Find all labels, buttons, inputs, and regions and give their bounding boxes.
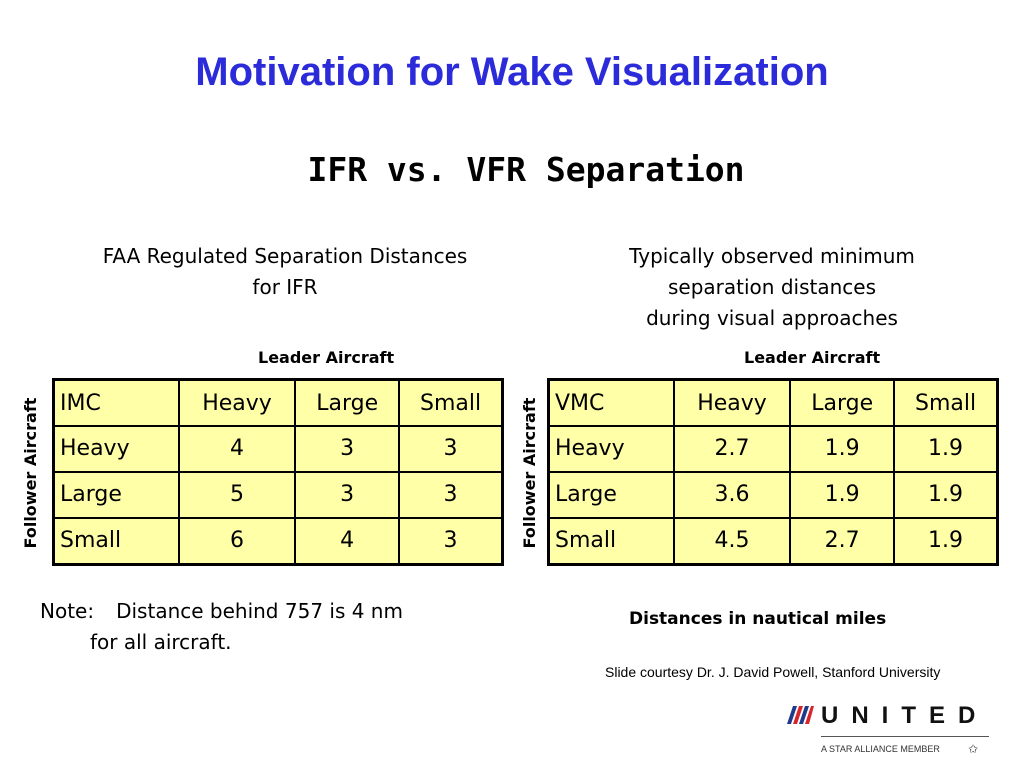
right-caption-line: Typically observed minimum — [629, 244, 915, 268]
table-cell: 3 — [294, 425, 401, 473]
table-cell: 5 — [177, 470, 297, 519]
column-header: Small — [398, 378, 504, 427]
table-cell: 4.5 — [672, 516, 792, 566]
table-cell: 1.9 — [789, 470, 896, 519]
row-header: Large — [52, 470, 180, 519]
logo-divider — [821, 736, 989, 737]
table-row: Heavy 2.7 1.9 1.9 — [547, 425, 999, 473]
note-line: for all aircraft. — [90, 630, 232, 654]
row-header: Large — [547, 470, 675, 519]
follower-aircraft-label-left: Follower Aircraft — [21, 397, 40, 549]
left-caption-line: for IFR — [252, 275, 318, 299]
column-header: Large — [789, 378, 896, 427]
slide-credit: Slide courtesy Dr. J. David Powell, Stan… — [605, 664, 941, 680]
right-caption: Typically observed minimum separation di… — [572, 241, 972, 334]
row-header: Small — [547, 516, 675, 566]
table-cell: 4 — [294, 516, 401, 566]
leader-aircraft-label-right: Leader Aircraft — [744, 348, 881, 367]
column-header: Heavy — [177, 378, 297, 427]
note-label: Note: — [40, 599, 95, 623]
star-alliance-icon: ✩ — [968, 742, 979, 756]
column-header: Heavy — [672, 378, 792, 427]
row-header: Heavy — [52, 425, 180, 473]
table-cell: 4 — [177, 425, 297, 473]
table-row: Small 4.5 2.7 1.9 — [547, 516, 999, 566]
table-header-row: IMC Heavy Large Small — [52, 378, 504, 427]
table-cell: 3 — [294, 470, 401, 519]
table-row: Small 6 4 3 — [52, 516, 504, 566]
table-cell: 2.7 — [789, 516, 896, 566]
slide-subtitle: IFR vs. VFR Separation — [307, 150, 745, 189]
table-cell: 3 — [398, 516, 504, 566]
united-tulip-logo-icon — [787, 706, 814, 724]
table-cell: 6 — [177, 516, 297, 566]
table-corner-cell: IMC — [52, 378, 180, 427]
note-line: Distance behind 757 is 4 nm — [116, 599, 403, 623]
slide-title: Motivation for Wake Visualization — [195, 50, 829, 94]
right-caption-line: separation distances — [668, 275, 876, 299]
left-caption: FAA Regulated Separation Distances for I… — [50, 241, 520, 303]
column-header: Small — [893, 378, 999, 427]
leader-aircraft-label-left: Leader Aircraft — [258, 348, 395, 367]
table-cell: 3 — [398, 470, 504, 519]
table-header-row: VMC Heavy Large Small — [547, 378, 999, 427]
units-label: Distances in nautical miles — [629, 609, 887, 629]
left-caption-line: FAA Regulated Separation Distances — [102, 244, 468, 268]
right-caption-line: during visual approaches — [646, 306, 898, 330]
united-logo: UNITED A STAR ALLIANCE MEMBER ✩ — [783, 702, 998, 762]
table-cell: 1.9 — [789, 425, 896, 473]
table-cell: 3 — [398, 425, 504, 473]
table-cell: 3.6 — [672, 470, 792, 519]
follower-aircraft-label-right: Follower Aircraft — [520, 397, 539, 549]
vfr-separation-table: VMC Heavy Large Small Heavy 2.7 1.9 1.9 … — [547, 378, 999, 566]
ifr-separation-table: IMC Heavy Large Small Heavy 4 3 3 Large … — [52, 378, 504, 566]
note: Note: Distance behind 757 is 4 nm for all… — [40, 596, 510, 658]
table-cell: 1.9 — [893, 470, 999, 519]
united-wordmark: UNITED — [821, 702, 989, 729]
table-row: Large 3.6 1.9 1.9 — [547, 470, 999, 519]
table-cell: 1.9 — [893, 516, 999, 566]
table-cell: 1.9 — [893, 425, 999, 473]
table-row: Large 5 3 3 — [52, 470, 504, 519]
star-alliance-tagline: A STAR ALLIANCE MEMBER — [821, 744, 940, 754]
column-header: Large — [294, 378, 401, 427]
table-cell: 2.7 — [672, 425, 792, 473]
row-header: Heavy — [547, 425, 675, 473]
table-corner-cell: VMC — [547, 378, 675, 427]
row-header: Small — [52, 516, 180, 566]
table-row: Heavy 4 3 3 — [52, 425, 504, 473]
